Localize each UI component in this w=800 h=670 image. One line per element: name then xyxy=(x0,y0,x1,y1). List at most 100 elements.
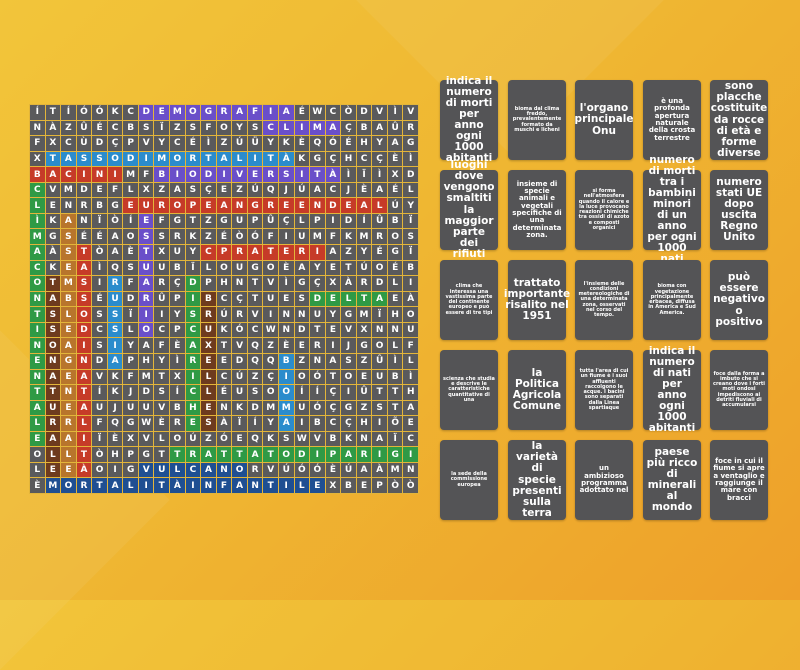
grid-cell[interactable]: T xyxy=(341,260,356,276)
grid-cell[interactable]: N xyxy=(356,431,372,447)
clue-card[interactable]: indica il numero di morti per anno ogni … xyxy=(440,75,498,164)
grid-cell[interactable]: Ó xyxy=(76,105,92,120)
grid-cell[interactable]: Z xyxy=(341,245,356,260)
grid-cell[interactable]: Ï xyxy=(387,431,403,447)
grid-cell[interactable]: E xyxy=(387,291,403,307)
grid-cell[interactable]: E xyxy=(61,322,76,338)
grid-cell[interactable]: O xyxy=(263,260,278,276)
grid-cell[interactable]: Ì xyxy=(403,369,418,385)
clue-card[interactable]: foce in cui il fiume si apre a ventaglio… xyxy=(710,440,768,520)
grid-cell[interactable]: V xyxy=(232,338,247,353)
grid-cell[interactable]: O xyxy=(278,385,294,400)
grid-cell[interactable]: D xyxy=(76,322,92,338)
grid-cell[interactable]: Ç xyxy=(107,136,123,151)
grid-cell[interactable]: Í xyxy=(92,385,107,400)
grid-cell[interactable]: Í xyxy=(61,105,76,120)
grid-cell[interactable]: Ï xyxy=(185,260,201,276)
grid-cell[interactable]: É xyxy=(216,229,232,245)
grid-cell[interactable]: R xyxy=(76,198,92,213)
clue-card[interactable]: insieme di specie animali e vegetali spe… xyxy=(508,170,566,250)
grid-cell[interactable]: É xyxy=(387,182,403,198)
grid-cell[interactable]: N xyxy=(216,400,232,416)
grid-cell[interactable]: O xyxy=(185,105,201,120)
grid-cell[interactable]: Y xyxy=(310,260,325,276)
grid-cell[interactable]: Ï xyxy=(403,213,418,229)
grid-cell[interactable]: I xyxy=(185,478,201,493)
grid-cell[interactable]: É xyxy=(92,291,107,307)
grid-cell[interactable]: Í xyxy=(247,416,263,431)
clue-card[interactable]: la sede della commissione europea xyxy=(440,440,498,520)
grid-cell[interactable]: O xyxy=(45,338,61,353)
grid-cell[interactable]: K xyxy=(45,260,61,276)
grid-cell[interactable]: F xyxy=(154,338,170,353)
grid-cell[interactable]: X xyxy=(387,167,403,182)
grid-cell[interactable]: T xyxy=(45,105,61,120)
grid-cell[interactable]: E xyxy=(30,353,45,369)
grid-cell[interactable]: U xyxy=(92,400,107,416)
grid-cell[interactable]: O xyxy=(263,385,278,400)
grid-cell[interactable]: È xyxy=(387,151,403,167)
grid-cell[interactable]: S xyxy=(138,229,154,245)
clue-card[interactable]: trattato importante risalito nel 1951 xyxy=(504,260,570,340)
grid-cell[interactable]: À xyxy=(403,291,418,307)
grid-cell[interactable]: F xyxy=(107,182,123,198)
grid-cell[interactable]: N xyxy=(201,478,216,493)
grid-cell[interactable]: D xyxy=(294,447,310,462)
grid-cell[interactable]: Ï xyxy=(403,245,418,260)
grid-cell[interactable]: C xyxy=(325,416,341,431)
grid-cell[interactable]: N xyxy=(92,167,107,182)
grid-cell[interactable]: I xyxy=(247,151,263,167)
grid-cell[interactable]: V xyxy=(341,322,356,338)
grid-cell[interactable]: R xyxy=(185,151,201,167)
grid-cell[interactable]: Ú xyxy=(247,182,263,198)
grid-cell[interactable]: A xyxy=(325,120,341,136)
grid-cell[interactable]: Ú xyxy=(387,198,403,213)
grid-cell[interactable]: B xyxy=(170,400,185,416)
clue-card[interactable]: può essere negativo o positivo xyxy=(710,260,768,340)
grid-cell[interactable]: T xyxy=(76,447,92,462)
grid-cell[interactable]: A xyxy=(45,167,61,182)
grid-cell[interactable]: Õ xyxy=(387,416,403,431)
grid-cell[interactable]: E xyxy=(278,198,294,213)
grid-cell[interactable]: G xyxy=(107,198,123,213)
grid-cell[interactable]: Q xyxy=(263,182,278,198)
grid-cell[interactable]: Q xyxy=(107,260,123,276)
grid-cell[interactable]: T xyxy=(185,213,201,229)
grid-cell[interactable]: R xyxy=(61,416,76,431)
grid-cell[interactable]: G xyxy=(356,338,372,353)
grid-cell[interactable]: R xyxy=(403,120,418,136)
grid-cell[interactable]: U xyxy=(232,260,247,276)
grid-cell[interactable]: J xyxy=(341,182,356,198)
grid-cell[interactable]: K xyxy=(216,322,232,338)
grid-cell[interactable]: L xyxy=(294,478,310,493)
grid-cell[interactable]: S xyxy=(123,260,138,276)
grid-cell[interactable]: I xyxy=(278,369,294,385)
grid-cell[interactable]: P xyxy=(310,213,325,229)
grid-cell[interactable]: I xyxy=(138,151,154,167)
grid-cell[interactable]: D xyxy=(123,151,138,167)
grid-cell[interactable]: L xyxy=(61,307,76,322)
grid-cell[interactable]: A xyxy=(45,369,61,385)
grid-cell[interactable]: U xyxy=(154,260,170,276)
grid-cell[interactable]: G xyxy=(310,151,325,167)
clue-card[interactable]: sono placche costituite da rocce di età … xyxy=(710,80,768,160)
grid-cell[interactable]: U xyxy=(372,369,387,385)
grid-cell[interactable]: Ó xyxy=(247,229,263,245)
grid-cell[interactable]: A xyxy=(76,400,92,416)
grid-cell[interactable]: Ç xyxy=(325,385,341,400)
grid-cell[interactable]: M xyxy=(356,229,372,245)
grid-cell[interactable]: L xyxy=(201,369,216,385)
grid-cell[interactable]: V xyxy=(138,462,154,478)
grid-cell[interactable]: H xyxy=(185,400,201,416)
clue-card[interactable]: bioma con vegetazione principalmente erb… xyxy=(643,260,701,340)
grid-cell[interactable]: T xyxy=(170,447,185,462)
grid-cell[interactable]: Z xyxy=(356,353,372,369)
grid-cell[interactable]: A xyxy=(61,213,76,229)
grid-cell[interactable]: Q xyxy=(263,353,278,369)
grid-cell[interactable]: Ó xyxy=(310,462,325,478)
grid-cell[interactable]: Í xyxy=(356,213,372,229)
grid-cell[interactable]: G xyxy=(341,400,356,416)
grid-cell[interactable]: X xyxy=(154,245,170,260)
grid-cell[interactable]: I xyxy=(294,167,310,182)
grid-cell[interactable]: O xyxy=(372,260,387,276)
